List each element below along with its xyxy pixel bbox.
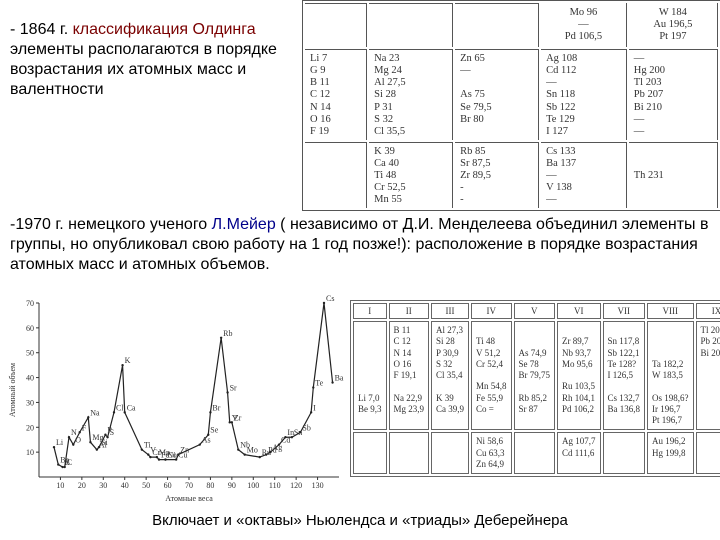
meyer-name: Л.Мейер <box>212 216 276 233</box>
svg-text:10: 10 <box>26 448 34 457</box>
svg-text:Cs: Cs <box>326 295 334 303</box>
olding-body: элементы располагаются в порядке возраст… <box>10 41 277 98</box>
atomic-volume-chart: 10 20 30 40 50 60 70 80 90 100 110 120 130 10 20 30 40 50… <box>5 295 345 505</box>
svg-text:I: I <box>313 403 316 412</box>
olding-prefix: - 1864 г. <box>10 21 73 38</box>
svg-text:50: 50 <box>142 481 150 490</box>
svg-text:F: F <box>82 423 87 432</box>
svg-text:Zr: Zr <box>234 413 242 422</box>
svg-text:Ni: Ni <box>167 451 176 460</box>
svg-text:80: 80 <box>206 481 214 490</box>
svg-text:Mo: Mo <box>247 446 258 455</box>
olding-table: Mo 96—Pd 106,5W 184Au 196,5Pt 197Li 7G 9… <box>302 0 720 211</box>
svg-text:Cl: Cl <box>116 403 124 412</box>
svg-text:Sb: Sb <box>302 423 310 432</box>
svg-text:As: As <box>202 436 211 445</box>
svg-text:Se: Se <box>210 426 218 435</box>
olding-paragraph: - 1864 г. классификация Олдинга элементы… <box>10 20 290 100</box>
svg-text:O: O <box>75 436 81 445</box>
svg-text:Si: Si <box>101 438 108 447</box>
svg-text:10: 10 <box>56 481 64 490</box>
svg-text:K: K <box>125 356 131 365</box>
svg-text:40: 40 <box>121 481 129 490</box>
svg-text:Zn: Zn <box>180 446 189 455</box>
svg-text:Ca: Ca <box>127 403 136 412</box>
svg-text:30: 30 <box>99 481 107 490</box>
svg-text:70: 70 <box>26 299 34 308</box>
svg-text:70: 70 <box>185 481 193 490</box>
svg-text:30: 30 <box>26 398 34 407</box>
svg-text:Атомный объем: Атомный объем <box>8 363 17 417</box>
svg-text:Ba: Ba <box>335 374 344 383</box>
svg-text:110: 110 <box>269 481 281 490</box>
meyer-table: IIIIIIIVVVIVIIVIIIIX Li 7,0Be 9,3B 11C 1… <box>350 300 720 477</box>
svg-text:Li: Li <box>56 438 64 447</box>
svg-text:20: 20 <box>26 423 34 432</box>
meyer-paragraph: -1970 г. немецкого ученого Л.Мейер ( нез… <box>10 215 710 275</box>
svg-text:Na: Na <box>90 408 100 417</box>
svg-text:Te: Te <box>315 379 323 388</box>
olding-name: классификация Олдинга <box>73 21 256 38</box>
svg-text:90: 90 <box>228 481 236 490</box>
svg-text:50: 50 <box>26 349 34 358</box>
svg-text:Rb: Rb <box>223 329 232 338</box>
svg-text:Br: Br <box>212 403 220 412</box>
svg-text:C: C <box>67 458 72 467</box>
svg-text:S: S <box>110 428 114 437</box>
svg-text:40: 40 <box>26 374 34 383</box>
svg-text:Sr: Sr <box>230 383 237 392</box>
svg-text:100: 100 <box>247 481 259 490</box>
svg-text:120: 120 <box>290 481 302 490</box>
svg-text:Атомные веса: Атомные веса <box>165 494 213 503</box>
footer-caption: Включает и «октавы» Ньюлендса и «триады»… <box>0 512 720 529</box>
svg-text:60: 60 <box>164 481 172 490</box>
svg-text:20: 20 <box>78 481 86 490</box>
svg-text:130: 130 <box>312 481 324 490</box>
meyer-year: -1970 г. немецкого ученого <box>10 216 212 233</box>
svg-text:60: 60 <box>26 324 34 333</box>
